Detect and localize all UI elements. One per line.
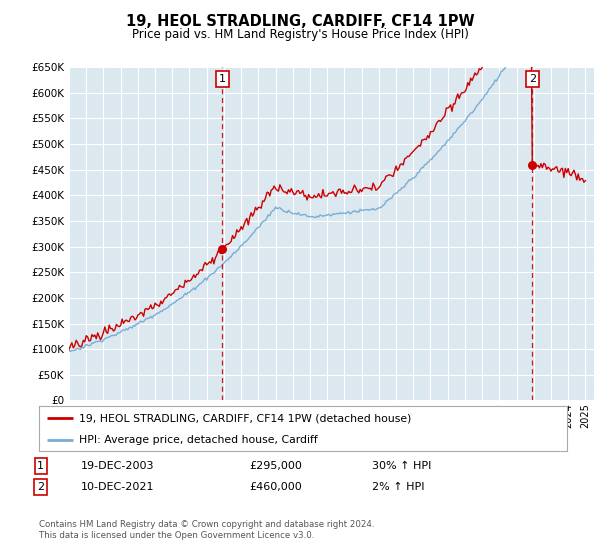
Text: 2: 2 — [529, 74, 536, 84]
Text: 19-DEC-2003: 19-DEC-2003 — [81, 461, 155, 471]
Text: 2: 2 — [37, 482, 44, 492]
Text: £460,000: £460,000 — [249, 482, 302, 492]
Text: HPI: Average price, detached house, Cardiff: HPI: Average price, detached house, Card… — [79, 435, 317, 445]
Text: 19, HEOL STRADLING, CARDIFF, CF14 1PW (detached house): 19, HEOL STRADLING, CARDIFF, CF14 1PW (d… — [79, 413, 411, 423]
Text: 19, HEOL STRADLING, CARDIFF, CF14 1PW: 19, HEOL STRADLING, CARDIFF, CF14 1PW — [125, 14, 475, 29]
Text: 10-DEC-2021: 10-DEC-2021 — [81, 482, 155, 492]
Text: 30% ↑ HPI: 30% ↑ HPI — [372, 461, 431, 471]
Text: £295,000: £295,000 — [249, 461, 302, 471]
Text: 1: 1 — [37, 461, 44, 471]
Text: Price paid vs. HM Land Registry's House Price Index (HPI): Price paid vs. HM Land Registry's House … — [131, 28, 469, 41]
Text: 2% ↑ HPI: 2% ↑ HPI — [372, 482, 425, 492]
Text: Contains HM Land Registry data © Crown copyright and database right 2024.
This d: Contains HM Land Registry data © Crown c… — [39, 520, 374, 540]
Text: 1: 1 — [219, 74, 226, 84]
